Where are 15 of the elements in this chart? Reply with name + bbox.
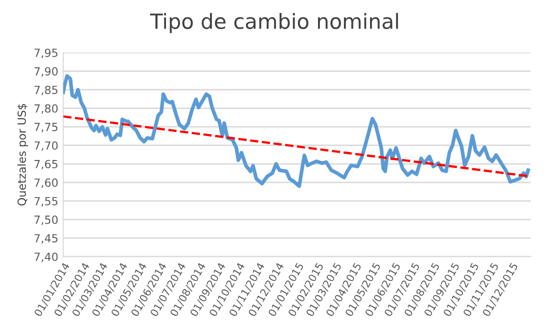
y-tick-label: 7,75 <box>34 122 58 132</box>
y-tick-label: 7,60 <box>34 178 58 188</box>
line-series <box>63 74 530 188</box>
y-tick-label: 7,65 <box>34 160 58 170</box>
chart-title: Tipo de cambio nominal <box>150 12 398 34</box>
y-tick-label: 7,70 <box>34 141 58 151</box>
y-tick-label: 7,95 <box>34 48 58 58</box>
y-tick-label: 7,90 <box>34 67 58 77</box>
y-tick-label: 7,85 <box>34 86 58 96</box>
y-tick-label: 7,50 <box>34 216 58 226</box>
y-axis-title: Quetzales por US$ <box>17 104 28 206</box>
y-tick-label: 7,80 <box>34 104 58 114</box>
y-tick-label: 7,45 <box>34 234 58 244</box>
y-tick-label: 7,55 <box>34 197 58 206</box>
y-tick-label: 7,40 <box>34 252 58 262</box>
